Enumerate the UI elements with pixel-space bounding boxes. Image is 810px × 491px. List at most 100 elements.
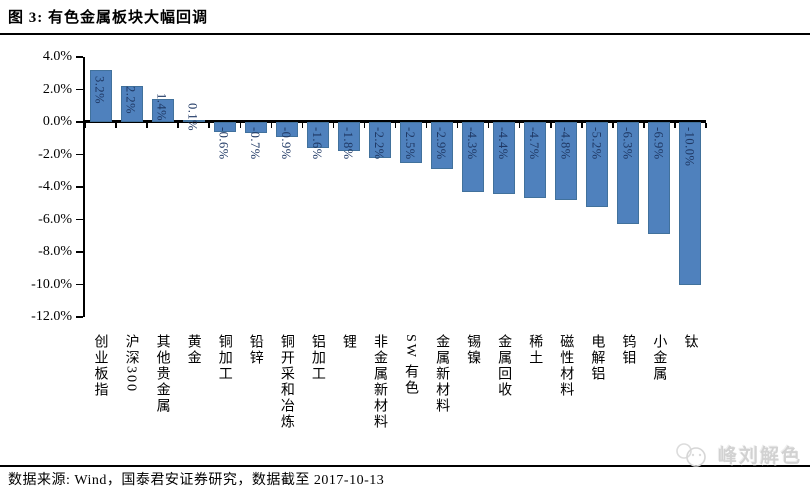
y-axis-tick-mark xyxy=(76,121,83,123)
x-axis-tick-mark xyxy=(239,122,241,128)
y-axis-tick-label: -2.0% xyxy=(38,146,72,162)
bar-1 xyxy=(120,86,143,122)
x-axis-tick-mark xyxy=(487,122,490,128)
bar-17 xyxy=(617,122,640,225)
footer-divider xyxy=(0,465,810,467)
bar-7 xyxy=(306,122,329,148)
y-axis-tick-mark xyxy=(76,218,83,221)
y-axis-tick-mark xyxy=(76,283,83,286)
x-axis-tick-mark xyxy=(643,122,645,128)
bar-value-label: -0.7% xyxy=(247,127,262,160)
bar-12 xyxy=(462,122,485,192)
category-label: 钛 xyxy=(682,334,698,350)
bar-value-label: -0.9% xyxy=(278,127,293,160)
x-axis-tick-mark xyxy=(208,122,210,128)
category-label: 铝加工 xyxy=(309,334,325,382)
bar-10 xyxy=(400,122,423,163)
title-divider xyxy=(0,33,810,35)
bar-11 xyxy=(431,122,454,170)
bar-value-label: -4.4% xyxy=(496,127,511,160)
bar-4 xyxy=(213,122,236,132)
category-label: 铜开采和冶炼 xyxy=(278,334,294,430)
figure-title: 图 3: 有色金属板块大幅回调 xyxy=(8,10,208,26)
category-label: 其他贵金属 xyxy=(154,334,170,414)
x-axis-tick-mark xyxy=(518,122,521,128)
y-axis-tick-label: 2.0% xyxy=(42,81,72,97)
y-axis-tick-label: -6.0% xyxy=(38,211,72,227)
y-axis-tick-mark xyxy=(76,251,83,253)
bar-0 xyxy=(89,70,112,122)
bar-value-label: 2.2% xyxy=(123,86,138,115)
category-label: 金属新材料 xyxy=(434,334,450,414)
bar-value-label: -10.0% xyxy=(682,127,697,167)
category-label: 电解铝 xyxy=(589,334,605,382)
bar-value-label: -1.8% xyxy=(340,127,355,160)
bar-6 xyxy=(275,122,298,137)
y-axis-tick-label: 0.0% xyxy=(42,114,72,129)
bar-value-label: -0.6% xyxy=(216,127,231,160)
bar-value-label: -6.3% xyxy=(620,127,635,160)
category-label: 小金属 xyxy=(651,334,667,382)
bar-value-label: -4.3% xyxy=(465,127,480,160)
bar-14 xyxy=(524,122,547,199)
bar-value-label: 0.1% xyxy=(185,103,200,132)
watermark-logo-icon xyxy=(676,442,706,467)
x-axis-tick-mark xyxy=(394,122,397,128)
bar-9 xyxy=(368,122,391,158)
bar-5 xyxy=(244,122,267,134)
bar-value-label: 3.2% xyxy=(92,76,107,105)
bar-16 xyxy=(586,122,609,207)
watermark-text: 峰刘解色 xyxy=(717,446,802,467)
category-label: 锂 xyxy=(340,334,356,350)
bar-value-label: -2.9% xyxy=(434,127,449,160)
category-label: 创业板指 xyxy=(92,334,108,398)
bar-18 xyxy=(648,122,671,235)
x-axis-tick-mark xyxy=(301,122,304,128)
x-axis-tick-mark xyxy=(270,122,273,128)
bar-value-label: -2.2% xyxy=(371,127,386,160)
y-axis-tick-label: -10.0% xyxy=(31,276,72,292)
bar-8 xyxy=(337,122,360,152)
y-axis-tick-label: -4.0% xyxy=(38,179,72,194)
x-axis-tick-mark xyxy=(332,122,335,128)
y-axis-tick-label: -8.0% xyxy=(38,244,72,259)
x-axis-tick-mark xyxy=(425,122,428,128)
bar-15 xyxy=(555,122,578,200)
category-label: 金属回收 xyxy=(496,334,512,398)
category-label: 铅锌 xyxy=(247,334,263,366)
x-axis-tick-mark xyxy=(705,122,707,128)
x-axis-tick-mark xyxy=(363,122,366,128)
bar-value-label: -2.5% xyxy=(403,127,418,160)
y-axis-line xyxy=(83,57,85,317)
x-axis-tick-mark xyxy=(456,122,459,128)
bar-value-label: -1.6% xyxy=(309,127,324,160)
bar-value-label: -5.2% xyxy=(589,127,604,160)
category-label: 锡镍 xyxy=(465,334,481,366)
bar-value-label: -6.9% xyxy=(651,127,666,160)
bar-3 xyxy=(182,120,205,123)
y-axis-tick-label: -12.0% xyxy=(31,309,72,324)
category-label: 黄金 xyxy=(185,334,201,366)
x-axis-tick-mark xyxy=(84,122,86,128)
x-axis-tick-mark xyxy=(674,122,676,128)
y-axis-tick-label: 4.0% xyxy=(42,49,72,64)
category-label: 磁性材料 xyxy=(558,334,574,398)
data-source-note: 数据来源: Wind，国泰君安证券研究，数据截至 2017-10-13 xyxy=(8,473,385,488)
category-label: 铜加工 xyxy=(216,334,232,382)
y-axis-tick-mark xyxy=(76,186,83,188)
bar-19 xyxy=(679,122,702,285)
category-label: SW 有色 xyxy=(403,334,419,397)
bar-value-label: -4.7% xyxy=(527,127,542,160)
x-axis-tick-mark xyxy=(146,122,148,128)
y-axis-tick-mark xyxy=(76,316,83,318)
x-axis-tick-mark xyxy=(612,122,614,128)
category-label: 沪深300 xyxy=(123,334,139,393)
category-label: 非金属新材料 xyxy=(371,334,387,430)
category-label: 稀土 xyxy=(527,334,543,366)
x-axis-tick-mark xyxy=(115,122,117,128)
bar-value-label: 1.4% xyxy=(154,92,169,121)
y-axis-tick-mark xyxy=(76,56,83,58)
bar-value-label: -4.8% xyxy=(558,127,573,160)
x-axis-tick-mark xyxy=(177,122,179,128)
